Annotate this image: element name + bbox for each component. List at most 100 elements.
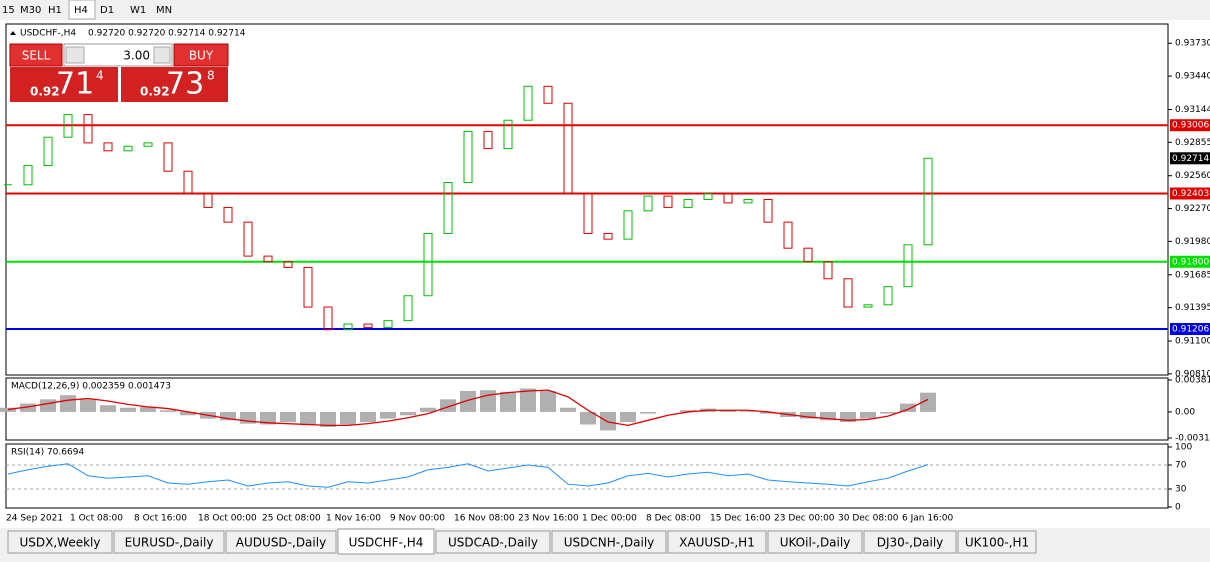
tab[interactable] xyxy=(113,530,225,554)
macd-tick-label: 0.003811 xyxy=(1175,376,1210,386)
bid-box[interactable] xyxy=(10,67,118,102)
timeframe[interactable]: M30 xyxy=(20,5,41,16)
x-tick-label: 23 Nov 16:00 xyxy=(518,514,579,524)
tab[interactable] xyxy=(435,530,551,554)
quote: 0.92720 0.92720 0.92714 0.92714 xyxy=(88,29,246,39)
candle xyxy=(343,323,353,331)
macd-tick-label: 0.00 xyxy=(1175,407,1195,417)
tab[interactable] xyxy=(957,530,1037,554)
candle xyxy=(643,195,653,212)
timeframe[interactable]: 15 xyxy=(2,5,15,16)
candle xyxy=(303,266,313,308)
y-tick-label: 0.92270 xyxy=(1175,204,1210,214)
candle xyxy=(63,114,73,138)
timeframe[interactable]: MN xyxy=(156,5,172,16)
tab-label[interactable]: DJ30-,Daily xyxy=(877,536,944,550)
timeframe[interactable]: H4 xyxy=(74,5,88,16)
candle xyxy=(763,199,773,223)
chart-window xyxy=(0,20,1210,528)
tab[interactable] xyxy=(225,530,337,554)
rsi-tick-label: 100 xyxy=(1175,443,1192,453)
macd-bar xyxy=(720,410,736,412)
tab[interactable] xyxy=(7,530,113,554)
candle xyxy=(123,145,133,152)
candle xyxy=(363,323,373,328)
candle xyxy=(543,85,553,104)
tab-label[interactable]: AUDUSD-,Daily xyxy=(236,536,326,550)
candle xyxy=(103,142,113,152)
macd-bar xyxy=(20,403,36,412)
timeframe[interactable]: W1 xyxy=(130,5,146,16)
macd-bar xyxy=(220,411,236,421)
macd-bar xyxy=(460,390,476,412)
candle xyxy=(323,306,333,331)
tab-label[interactable]: USDCAD-,Daily xyxy=(448,536,538,550)
tab[interactable] xyxy=(863,530,957,554)
tab-label[interactable]: USDX,Weekly xyxy=(20,536,101,550)
x-tick-label: 1 Nov 16:00 xyxy=(326,514,381,524)
candle xyxy=(703,193,713,201)
candle xyxy=(423,232,433,297)
price-label: 0.92714 xyxy=(1172,154,1209,164)
lot-input[interactable] xyxy=(63,43,173,67)
candle xyxy=(263,255,273,263)
tab[interactable] xyxy=(767,530,863,554)
macd-bar xyxy=(820,411,836,421)
y-tick-label: 0.91980 xyxy=(1175,237,1210,247)
macd-bar xyxy=(860,411,876,419)
candle xyxy=(563,102,573,195)
candle xyxy=(823,261,833,280)
tab-label[interactable]: USDCHF-,H4 xyxy=(349,536,424,550)
tab-label[interactable]: UKOil-,Daily xyxy=(780,536,851,550)
candle xyxy=(223,206,233,223)
toolbar xyxy=(0,0,1210,19)
symbol: USDCHF-,H4 xyxy=(20,29,76,39)
y-tick-label: 0.92855 xyxy=(1175,138,1210,148)
candle xyxy=(183,170,193,195)
timeframe[interactable]: H1 xyxy=(48,5,62,16)
rsi-tick-label: 0 xyxy=(1175,503,1181,513)
macd-bar xyxy=(180,411,196,416)
macd-bar xyxy=(380,411,396,419)
timeframe[interactable]: D1 xyxy=(100,5,114,16)
macd-bar xyxy=(140,406,156,412)
tab[interactable] xyxy=(337,528,435,555)
tab-label[interactable]: UK100-,H1 xyxy=(965,536,1029,550)
tab-label[interactable]: XAUUSD-,H1 xyxy=(679,536,755,550)
ask-pips: 73 xyxy=(166,67,204,102)
level-label: 0.91206 xyxy=(1172,325,1209,335)
candle xyxy=(243,221,253,257)
x-tick-label: 8 Oct 16:00 xyxy=(134,514,187,524)
macd-bar xyxy=(400,411,416,416)
timeframe-active[interactable] xyxy=(68,0,96,20)
candle xyxy=(523,85,533,121)
candle xyxy=(163,142,173,172)
y-tick-label: 0.91100 xyxy=(1175,337,1210,347)
macd-bar xyxy=(120,407,136,412)
candle xyxy=(83,114,93,144)
macd-bar xyxy=(100,405,116,412)
macd-bar xyxy=(880,411,896,414)
collapse-icon[interactable] xyxy=(10,31,16,35)
lot-up[interactable] xyxy=(153,46,171,64)
candle xyxy=(383,320,393,328)
rsi-pane xyxy=(5,443,1169,509)
sell-button[interactable] xyxy=(9,43,63,67)
rsi-title: RSI(14) 70.6694 xyxy=(11,448,84,458)
candle xyxy=(143,142,153,147)
buy-button[interactable] xyxy=(173,43,229,67)
macd-bar xyxy=(300,411,316,426)
tab-label[interactable]: USDCNH-,Daily xyxy=(564,536,655,550)
macd-bar xyxy=(0,407,16,412)
macd-bar xyxy=(360,411,376,422)
lot-down[interactable] xyxy=(65,46,85,64)
macd-bar xyxy=(580,411,596,425)
tab[interactable] xyxy=(667,530,767,554)
tab-label[interactable]: EURUSD-,Daily xyxy=(125,536,214,550)
macd-bar xyxy=(800,411,816,419)
x-tick-label: 1 Oct 08:00 xyxy=(70,514,123,524)
candle xyxy=(603,232,613,240)
tab[interactable] xyxy=(551,530,667,554)
y-tick-label: 0.91685 xyxy=(1175,270,1210,280)
ask-box[interactable] xyxy=(121,67,228,102)
